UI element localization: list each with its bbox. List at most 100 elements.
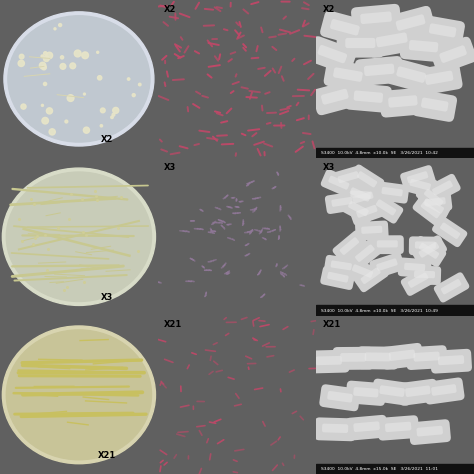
Circle shape: [19, 54, 24, 59]
FancyBboxPatch shape: [400, 165, 436, 191]
FancyBboxPatch shape: [320, 10, 369, 46]
Circle shape: [67, 95, 74, 101]
Bar: [316, 305, 474, 316]
FancyBboxPatch shape: [327, 391, 353, 402]
FancyBboxPatch shape: [421, 98, 448, 111]
Circle shape: [97, 51, 99, 53]
FancyBboxPatch shape: [368, 192, 403, 224]
FancyBboxPatch shape: [322, 424, 348, 433]
Circle shape: [42, 118, 48, 124]
FancyBboxPatch shape: [411, 235, 447, 266]
FancyBboxPatch shape: [324, 59, 372, 92]
FancyBboxPatch shape: [356, 205, 377, 218]
FancyBboxPatch shape: [346, 381, 386, 406]
FancyBboxPatch shape: [416, 63, 463, 95]
FancyBboxPatch shape: [333, 230, 367, 263]
FancyBboxPatch shape: [355, 56, 403, 86]
Text: X3: X3: [322, 163, 335, 172]
FancyBboxPatch shape: [370, 252, 405, 279]
FancyBboxPatch shape: [375, 182, 409, 203]
Circle shape: [82, 52, 89, 59]
FancyBboxPatch shape: [413, 352, 440, 362]
FancyBboxPatch shape: [327, 272, 348, 283]
FancyBboxPatch shape: [339, 237, 359, 255]
FancyBboxPatch shape: [312, 81, 358, 115]
FancyBboxPatch shape: [357, 346, 398, 370]
Ellipse shape: [2, 326, 155, 464]
FancyBboxPatch shape: [402, 173, 438, 198]
FancyBboxPatch shape: [386, 6, 435, 41]
Circle shape: [60, 64, 66, 69]
FancyBboxPatch shape: [330, 260, 352, 270]
FancyBboxPatch shape: [416, 192, 451, 222]
FancyBboxPatch shape: [357, 171, 377, 187]
Circle shape: [138, 83, 141, 86]
FancyBboxPatch shape: [440, 222, 460, 239]
FancyBboxPatch shape: [423, 377, 465, 404]
Circle shape: [112, 113, 115, 116]
FancyBboxPatch shape: [377, 240, 398, 247]
FancyBboxPatch shape: [419, 242, 439, 258]
FancyBboxPatch shape: [345, 258, 380, 286]
FancyBboxPatch shape: [355, 245, 375, 262]
FancyBboxPatch shape: [348, 237, 383, 270]
FancyBboxPatch shape: [372, 379, 412, 406]
FancyBboxPatch shape: [405, 385, 430, 397]
FancyBboxPatch shape: [352, 264, 373, 278]
Circle shape: [61, 56, 64, 59]
FancyBboxPatch shape: [423, 198, 444, 214]
FancyBboxPatch shape: [321, 169, 356, 198]
FancyBboxPatch shape: [401, 266, 437, 296]
Circle shape: [113, 108, 119, 113]
Circle shape: [74, 50, 81, 57]
Circle shape: [83, 127, 90, 133]
FancyBboxPatch shape: [321, 89, 348, 105]
Circle shape: [70, 63, 76, 69]
Circle shape: [41, 55, 44, 58]
Text: X21: X21: [322, 320, 341, 329]
FancyBboxPatch shape: [331, 197, 353, 207]
Text: S3400  10.0kV  4.8mm  x10.0k  SE   3/26/2021  10:49: S3400 10.0kV 4.8mm x10.0k SE 3/26/2021 1…: [321, 309, 438, 312]
Circle shape: [65, 120, 68, 123]
FancyBboxPatch shape: [407, 171, 428, 183]
FancyBboxPatch shape: [386, 58, 435, 93]
FancyBboxPatch shape: [398, 379, 438, 406]
FancyBboxPatch shape: [337, 31, 384, 58]
FancyBboxPatch shape: [361, 226, 383, 234]
FancyBboxPatch shape: [371, 235, 404, 254]
FancyBboxPatch shape: [307, 36, 356, 74]
FancyBboxPatch shape: [333, 67, 363, 82]
FancyBboxPatch shape: [354, 261, 389, 292]
FancyBboxPatch shape: [376, 32, 408, 47]
Text: S3400  10.0kV  4.8mm  x10.0k  SE   3/26/2021  10:42: S3400 10.0kV 4.8mm x10.0k SE 3/26/2021 1…: [321, 151, 438, 155]
FancyBboxPatch shape: [345, 38, 375, 48]
Circle shape: [100, 108, 105, 113]
FancyBboxPatch shape: [342, 181, 378, 210]
FancyBboxPatch shape: [308, 350, 349, 374]
FancyBboxPatch shape: [366, 24, 418, 58]
FancyBboxPatch shape: [425, 71, 453, 85]
FancyBboxPatch shape: [350, 190, 372, 199]
FancyBboxPatch shape: [418, 192, 452, 213]
FancyBboxPatch shape: [396, 66, 426, 83]
FancyBboxPatch shape: [381, 343, 423, 370]
FancyBboxPatch shape: [432, 180, 453, 195]
Ellipse shape: [8, 16, 150, 142]
Circle shape: [49, 129, 55, 135]
FancyBboxPatch shape: [414, 271, 435, 278]
FancyBboxPatch shape: [409, 419, 451, 445]
FancyBboxPatch shape: [349, 164, 384, 196]
Text: S3400  10.0kV  4.8mm  x15.0k  SE   3/26/2021  11:01: S3400 10.0kV 4.8mm x15.0k SE 3/26/2021 1…: [321, 467, 438, 471]
FancyBboxPatch shape: [412, 90, 457, 122]
Circle shape: [46, 52, 53, 59]
FancyBboxPatch shape: [409, 40, 438, 52]
Circle shape: [59, 24, 62, 27]
Ellipse shape: [2, 168, 155, 305]
FancyBboxPatch shape: [346, 415, 388, 440]
FancyBboxPatch shape: [318, 45, 347, 64]
Circle shape: [44, 52, 47, 55]
FancyBboxPatch shape: [406, 345, 447, 370]
FancyBboxPatch shape: [389, 349, 415, 361]
Ellipse shape: [4, 12, 154, 146]
FancyBboxPatch shape: [424, 197, 446, 206]
